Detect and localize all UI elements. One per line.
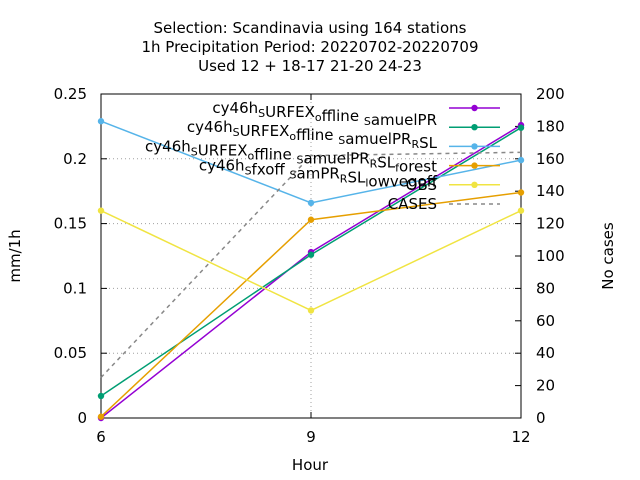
- chart-title: Selection: Scandinavia using 164 station…: [141, 19, 478, 75]
- y-tick-label: 0.1: [63, 279, 87, 297]
- title-line-1: Selection: Scandinavia using 164 station…: [154, 19, 467, 37]
- legend-label-part: fxoff: [252, 161, 290, 179]
- legend-marker: [471, 162, 478, 169]
- y2-tick-label: 100: [536, 247, 565, 265]
- y2-tick-label: 0: [536, 409, 546, 427]
- legend-label-part: S: [338, 134, 345, 147]
- legend-label-part: URFEX: [265, 103, 315, 121]
- y2-tick-label: 200: [536, 85, 565, 103]
- legend-label-part: URFEX: [198, 141, 248, 159]
- legend-label-part: amuelPR: [371, 111, 437, 129]
- legend-label-part: amPR: [297, 165, 340, 183]
- legend-marker: [471, 181, 478, 188]
- data-point: [307, 251, 315, 258]
- x-tick-label: 9: [306, 428, 316, 446]
- legend-label-part: SL: [419, 134, 438, 152]
- legend-label-part: orest: [399, 157, 437, 175]
- legend-label: cy46hSURFEXoffline SamuelPRRSL: [187, 118, 438, 152]
- y2-tick-label: 80: [536, 279, 555, 297]
- legend-label-part: S: [245, 165, 252, 178]
- legend: cy46hSURFEXoffline SamuelPRcy46hSURFEXof…: [145, 99, 500, 213]
- legend-label-part: URFEX: [240, 122, 290, 140]
- data-point: [517, 124, 525, 131]
- legend-label-part: o: [315, 111, 322, 124]
- legend-label-part: R: [411, 138, 419, 151]
- series-line: [100, 209, 522, 312]
- legend-label-part: amuelPR: [345, 130, 411, 148]
- data-point: [97, 207, 105, 214]
- legend-label-part: S: [233, 126, 240, 139]
- legend-label-part: S: [296, 153, 303, 166]
- y2-tick-label: 120: [536, 215, 565, 233]
- legend-label: cy46hSURFEXoffline SamuelPR: [212, 99, 437, 129]
- y2-tick-label: 20: [536, 377, 555, 395]
- y-tick-label: 0.25: [54, 85, 87, 103]
- legend-label-part: cy46h: [145, 137, 191, 155]
- legend-label-part: owvegoff: [368, 173, 437, 191]
- y-tick-label: 0.2: [63, 150, 87, 168]
- series-line: [100, 151, 522, 379]
- legend-label-part: S: [364, 115, 371, 128]
- legend-label-part: ffline: [296, 126, 338, 144]
- y2-axis-label: No cases: [599, 222, 617, 290]
- legend-label-part: amuelPR: [303, 149, 369, 167]
- plot-axes: 0 0.05 0.1 0.15 0.2 0.25 0 20 40 60 80 100 120 140 160…: [54, 85, 565, 446]
- legend-label: cy46hSfxoff SamPRRSLlowvegoff: [199, 157, 438, 191]
- data-point: [517, 156, 525, 164]
- y-tick-label: 0.05: [54, 344, 87, 362]
- legend-label-part: CASES: [388, 195, 437, 213]
- legend-label-part: SL: [347, 169, 366, 187]
- legend-label: CASES: [388, 195, 437, 213]
- data-point: [307, 216, 315, 223]
- y2-tick-label: 40: [536, 344, 555, 362]
- title-line-2: 1h Precipitation Period: 20220702-202207…: [141, 38, 478, 56]
- data-point: [97, 392, 105, 400]
- data-series: [97, 118, 525, 422]
- legend-label: cy46hSURFEXoffline SamuelPRRSLforest: [145, 137, 437, 175]
- legend-label-part: o: [248, 149, 255, 162]
- data-point: [517, 189, 525, 196]
- legend-label-part: ffline: [254, 145, 296, 163]
- y2-tick-label: 60: [536, 312, 555, 330]
- data-point: [307, 199, 315, 207]
- legend-label: OBS: [406, 176, 437, 194]
- y2-tick-label: 160: [536, 150, 565, 168]
- legend-label-part: cy46h: [199, 157, 245, 175]
- y-axis-label: mm/1h: [6, 229, 24, 282]
- y-tick-label: 0: [77, 409, 87, 427]
- x-axis-label: Hour: [292, 456, 329, 474]
- legend-label-part: S: [191, 145, 198, 158]
- x-tick-label: 6: [96, 428, 106, 446]
- legend-label-part: cy46h: [212, 99, 258, 117]
- legend-label-part: S: [290, 169, 297, 182]
- y-tick-label: 0.15: [54, 215, 87, 233]
- legend-label-part: OBS: [406, 176, 437, 194]
- legend-marker: [471, 104, 478, 112]
- legend-label-part: S: [258, 107, 265, 120]
- legend-marker: [471, 124, 478, 131]
- x-tick-label: 12: [511, 428, 530, 446]
- y2-tick-label: 140: [536, 182, 565, 200]
- legend-label-part: l: [365, 177, 368, 190]
- data-point: [307, 307, 315, 314]
- data-point: [97, 413, 105, 420]
- legend-label-part: cy46h: [187, 118, 233, 136]
- legend-label-part: f: [395, 161, 400, 174]
- legend-label-part: R: [340, 173, 348, 186]
- legend-label-part: ffline: [322, 107, 364, 125]
- legend-marker: [471, 143, 478, 150]
- y2-tick-label: 180: [536, 117, 565, 135]
- title-line-3: Used 12 + 18-17 21-20 24-23: [198, 57, 422, 75]
- legend-label-part: R: [370, 157, 378, 170]
- legend-label-part: o: [289, 130, 296, 143]
- data-point: [97, 118, 105, 125]
- data-point: [517, 207, 525, 214]
- legend-label-part: SL: [377, 153, 396, 171]
